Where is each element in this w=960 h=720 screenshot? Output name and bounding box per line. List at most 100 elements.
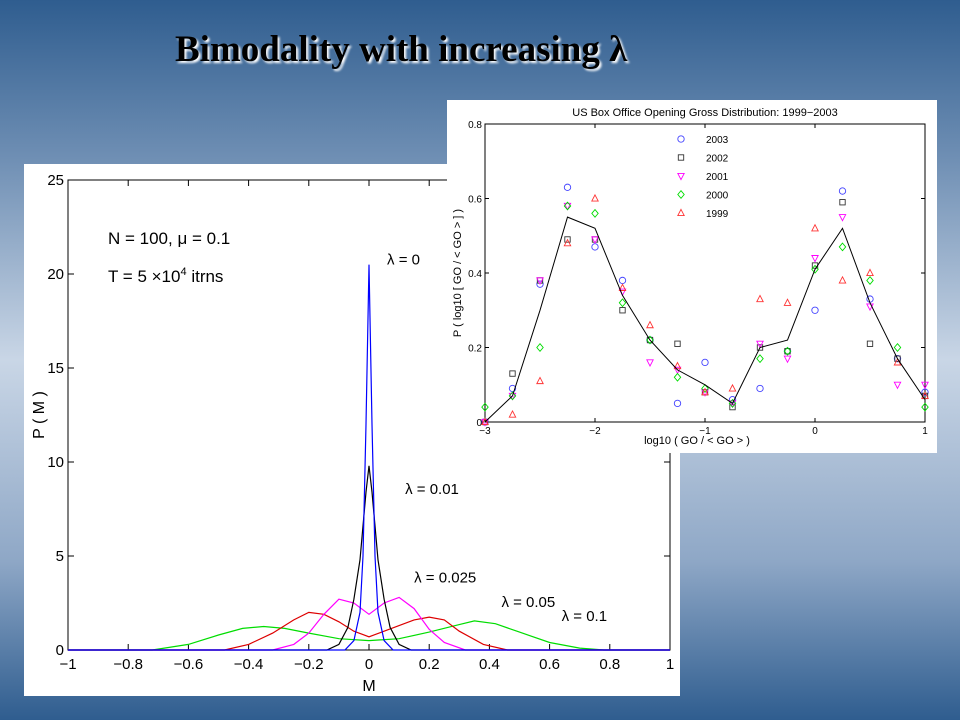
data-point-1999 xyxy=(508,409,517,418)
legend-marker-2003 xyxy=(677,135,685,143)
box-office-distribution-chart: US Box Office Opening Gross Distribution… xyxy=(452,107,929,447)
x-tick-label: −3 xyxy=(479,426,491,437)
x-tick-label: 0 xyxy=(812,426,818,437)
data-point-1999 xyxy=(701,387,709,396)
data-point-2003 xyxy=(536,280,544,288)
data-point-2001 xyxy=(811,255,819,263)
series-label-0-01: λ = 0.01 xyxy=(405,481,459,498)
series-group xyxy=(481,183,929,427)
data-point-2002 xyxy=(619,307,626,314)
x-tick-label: −0.8 xyxy=(113,656,143,673)
y-tick-label: 20 xyxy=(47,266,64,283)
data-point-2000 xyxy=(508,391,517,401)
params-line-2-exponent: 4 xyxy=(180,266,186,278)
data-point-2000 xyxy=(893,343,902,352)
x-tick-label: −0.4 xyxy=(234,656,264,673)
data-point-1999 xyxy=(866,268,874,277)
legend-label-1999: 1999 xyxy=(706,209,729,220)
data-point-1999 xyxy=(728,383,737,392)
data-point-2002 xyxy=(674,340,681,347)
data-point-2000 xyxy=(536,343,544,352)
data-point-2002 xyxy=(839,199,846,206)
data-point-2003 xyxy=(893,355,902,363)
data-point-2001 xyxy=(701,389,709,397)
y-tick-label: 0.2 xyxy=(468,344,482,355)
data-point-2001 xyxy=(508,392,517,401)
y-axis-label: P ( log10 [ GO / < GO > ] ) xyxy=(452,209,464,337)
x-axis-label: log10 ( GO / < GO > ) xyxy=(644,435,750,447)
y-tick-label: 0 xyxy=(476,418,482,429)
data-point-2000 xyxy=(563,201,572,211)
series-label-0: λ = 0 xyxy=(387,252,420,269)
data-point-2002 xyxy=(509,370,516,377)
data-point-1999 xyxy=(921,391,929,399)
box-office-distribution-panel: US Box Office Opening Gross Distribution… xyxy=(447,100,937,453)
y-tick-label: 0.8 xyxy=(468,120,482,131)
y-tick-label: 5 xyxy=(56,548,64,565)
data-point-2001 xyxy=(783,355,792,364)
legend-label-2002: 2002 xyxy=(706,154,729,165)
series-label-0-025: λ = 0.025 xyxy=(414,569,476,586)
data-point-1999 xyxy=(811,223,819,232)
data-point-2001 xyxy=(893,381,902,390)
y-axis-label: P ( M ) xyxy=(31,391,48,439)
series-line-0-025 xyxy=(68,596,670,651)
y-tick-label: 10 xyxy=(47,454,64,471)
data-point-1999 xyxy=(838,275,847,284)
axis-ticks: −1 −0.8 −0.6 −0.4 −0.2 0 0.2 0.4 0.6 0.8 105101520… xyxy=(47,172,674,673)
data-point-2003 xyxy=(673,399,682,408)
data-point-1999 xyxy=(756,294,764,303)
x-tick-label: 0.4 xyxy=(479,656,500,673)
data-point-2001 xyxy=(756,340,764,349)
data-point-2000 xyxy=(783,346,792,356)
legend: 2003 2002 2001 2000 1999 xyxy=(677,135,729,220)
legend-label-2000: 2000 xyxy=(706,191,729,202)
data-point-2003 xyxy=(756,384,764,393)
data-point-2000 xyxy=(866,275,874,285)
slide-title: Bimodality with increasing λ xyxy=(175,29,628,70)
data-point-2001 xyxy=(921,381,929,390)
data-point-1999 xyxy=(481,417,489,426)
axis-ticks: −3 −2 −1 0 1 0 0.2 0.4 0.6 0.8 xyxy=(468,120,928,437)
data-point-2003 xyxy=(701,358,709,367)
fit-line xyxy=(484,216,926,423)
data-point-2001 xyxy=(536,277,544,286)
params-line-1: N = 100, μ = 0.1 xyxy=(108,229,230,248)
data-point-1999 xyxy=(783,298,792,306)
data-point-1999 xyxy=(536,376,544,385)
data-point-2001 xyxy=(563,202,572,211)
data-point-2001 xyxy=(591,236,599,245)
series-line-0-01 xyxy=(68,465,670,651)
data-point-2002 xyxy=(564,236,571,243)
series-line-0 xyxy=(68,264,670,651)
data-point-2000 xyxy=(618,298,627,308)
params-line-2: T = 5 ×104 itrns xyxy=(108,266,223,286)
data-point-2003 xyxy=(811,306,819,314)
data-point-2003 xyxy=(838,187,847,195)
x-tick-label: 0.8 xyxy=(599,656,620,673)
series-group: λ = 0 λ = 0.01 λ = 0.025 λ = 0.05 λ = 0.1 xyxy=(68,252,670,651)
data-point-2002 xyxy=(756,344,764,351)
data-point-2001 xyxy=(838,214,847,222)
data-point-2000 xyxy=(481,402,489,412)
data-point-2000 xyxy=(921,402,929,412)
legend-label-2003: 2003 xyxy=(706,135,729,146)
data-point-1999 xyxy=(591,193,599,202)
data-point-2001 xyxy=(646,359,654,367)
params-line-2-suffix: itrns xyxy=(187,267,224,286)
legend-marker-2000 xyxy=(677,190,685,199)
data-point-2003 xyxy=(618,276,627,285)
legend-marker-2001 xyxy=(677,172,685,181)
data-point-2003 xyxy=(783,347,792,355)
y-tick-label: 0.4 xyxy=(468,269,482,280)
data-point-2000 xyxy=(646,335,654,345)
x-axis-label: M xyxy=(362,678,375,695)
x-tick-label: −1 xyxy=(699,426,711,437)
x-tick-label: 1 xyxy=(666,656,674,673)
data-point-2003 xyxy=(563,183,572,191)
x-tick-label: −1 xyxy=(59,656,76,673)
x-tick-label: 0.6 xyxy=(539,656,560,673)
magnetization-distribution-chart: −1 −0.8 −0.6 −0.4 −0.2 0 0.2 0.4 0.6 0.8 105101520… xyxy=(31,172,674,695)
params-line-2-prefix: T = 5 ×10 xyxy=(108,267,180,286)
data-point-2000 xyxy=(591,208,599,218)
